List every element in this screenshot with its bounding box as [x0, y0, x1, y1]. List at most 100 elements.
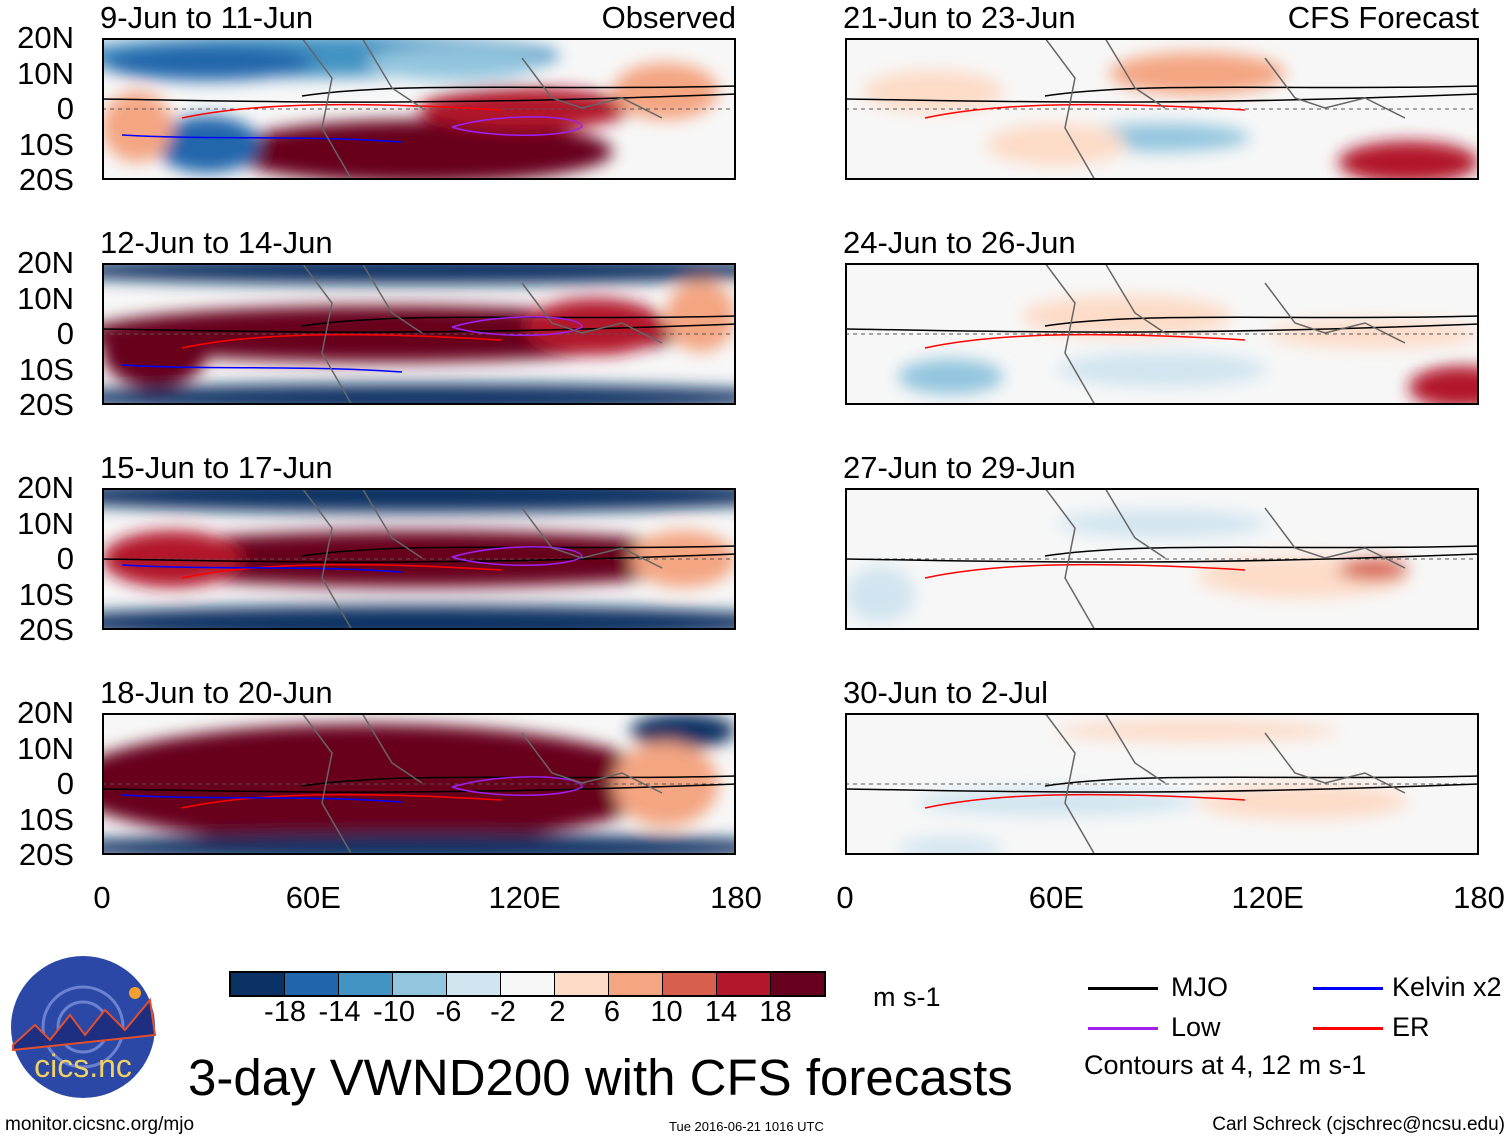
contour-line	[181, 333, 503, 349]
lat-label: 20N	[17, 245, 74, 280]
wind-shading	[612, 62, 719, 120]
colorbar-label: -6	[435, 996, 462, 1028]
map-panel	[845, 263, 1479, 405]
wind-shading	[366, 45, 543, 81]
contour-line	[301, 775, 736, 787]
wind-shading	[1056, 351, 1268, 388]
lon-label: 120E	[1231, 880, 1304, 915]
contour-note: Contours at 4, 12 m s-1	[1084, 1050, 1367, 1080]
contour-line	[102, 783, 736, 793]
legend-label-mjo: MJO	[1171, 972, 1228, 1002]
contour-line	[1044, 545, 1479, 557]
colorbar-label: -18	[264, 996, 306, 1028]
contour-line	[845, 323, 1479, 333]
panel-title: 12-Jun to 14-Jun	[100, 225, 333, 260]
lat-label: 10S	[18, 801, 74, 837]
lat-label: 10N	[17, 55, 74, 91]
wind-shading	[102, 45, 314, 81]
contour-line	[924, 103, 1246, 119]
lat-label: 10S	[18, 126, 74, 162]
map-panel	[102, 488, 736, 630]
map-panel	[845, 38, 1479, 180]
legend-line-low	[1088, 1027, 1158, 1030]
legend-line-kelvin	[1313, 987, 1383, 990]
colorbar-label: 14	[704, 996, 738, 1028]
wind-shading	[102, 605, 736, 630]
footer-url[interactable]: monitor.cicsnc.org/mjo	[5, 1114, 195, 1135]
colorbar-swatch	[771, 973, 824, 995]
wind-shading	[630, 530, 736, 588]
panel-tag: CFS Forecast	[1287, 0, 1479, 35]
colorbar-label: 2	[549, 996, 566, 1028]
wind-shading	[630, 713, 736, 749]
colorbar-swatch	[285, 973, 339, 995]
contour-line	[845, 93, 1479, 103]
lat-label: 10S	[18, 576, 74, 612]
contour-line	[181, 793, 503, 809]
contour-line	[1044, 315, 1479, 327]
wind-shading	[1197, 784, 1409, 820]
lon-label: 0	[93, 880, 111, 915]
contour-line	[301, 85, 736, 97]
wind-shading	[419, 87, 631, 131]
contour-line	[451, 776, 583, 796]
colorbar-label: -14	[318, 996, 361, 1028]
colorbar-label: -10	[373, 996, 415, 1028]
panel-title: 24-Jun to 26-Jun	[843, 225, 1076, 260]
panel-title: 9-Jun to 11-Jun	[100, 0, 314, 35]
contour-line	[451, 316, 583, 336]
wind-shading	[897, 837, 1004, 855]
colorbar-swatch	[393, 973, 447, 995]
wind-shading	[102, 530, 736, 588]
wind-shading	[102, 488, 736, 513]
lat-label: 0	[56, 541, 74, 576]
lon-label: 180	[710, 880, 762, 915]
map-panel	[102, 38, 736, 180]
wind-shading	[897, 358, 1004, 395]
colorbar-swatch	[501, 973, 555, 995]
wind-shading	[1408, 365, 1479, 405]
contour-line	[121, 364, 403, 373]
contour-line	[121, 134, 403, 143]
lat-label: 20N	[17, 695, 74, 730]
wind-shading	[845, 566, 916, 623]
wind-shading	[102, 383, 736, 405]
lon-label: 120E	[488, 880, 561, 915]
contour-line	[121, 794, 403, 803]
contour-line	[301, 315, 736, 327]
colorbar-swatch	[663, 973, 717, 995]
colorbar-label: 18	[759, 996, 792, 1028]
contour-line	[845, 783, 1479, 793]
contour-line	[102, 323, 736, 333]
lat-label: 0	[56, 766, 74, 801]
contour-line	[451, 546, 583, 566]
lat-label: 0	[56, 91, 74, 126]
contour-line	[181, 563, 503, 579]
colorbar-swatch	[555, 973, 609, 995]
wind-shading	[862, 69, 1004, 113]
map-panel	[102, 713, 736, 855]
colorbar	[229, 971, 826, 997]
contour-line	[924, 563, 1246, 579]
map-panel	[845, 713, 1479, 855]
legend-line-mjo	[1088, 987, 1158, 990]
wind-shading	[1338, 559, 1409, 581]
lon-label: 60E	[285, 880, 341, 915]
colorbar-swatch	[447, 973, 501, 995]
contour-line	[924, 793, 1246, 809]
panel-title: 18-Jun to 20-Jun	[100, 675, 333, 710]
logo-text: cics.nc	[34, 1048, 132, 1084]
lon-label: 180	[1453, 880, 1505, 915]
legend-label-low: Low	[1171, 1012, 1221, 1042]
contour-line	[181, 103, 503, 119]
lat-label: 20S	[18, 162, 74, 197]
lat-label: 20S	[18, 612, 74, 647]
colorbar-swatch	[231, 973, 285, 995]
contour-line	[924, 333, 1246, 349]
wind-shading	[154, 116, 261, 173]
colorbar-label: 10	[650, 996, 683, 1028]
lat-label: 10N	[17, 505, 74, 541]
contour-line	[845, 553, 1479, 563]
wind-shading	[1109, 52, 1286, 95]
